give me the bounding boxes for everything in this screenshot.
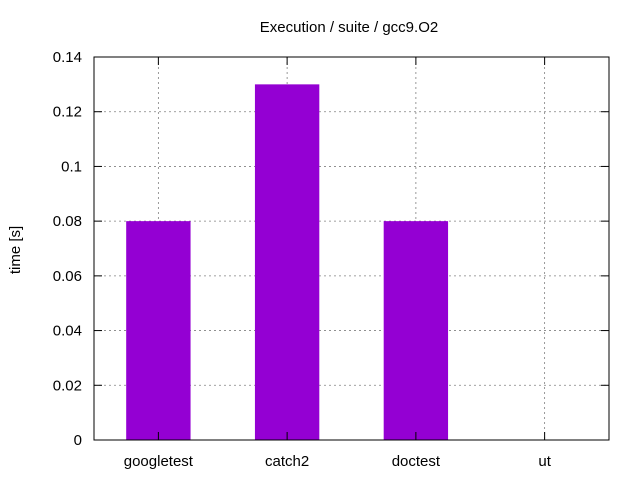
- x-tick-label: catch2: [265, 453, 309, 470]
- y-tick-label: 0.1: [61, 158, 82, 175]
- y-tick-label: 0.14: [53, 49, 82, 66]
- y-tick-label: 0.06: [53, 268, 82, 285]
- bar-googletest: [126, 221, 191, 440]
- y-axis-ticks: 0 0.02 0.04 0.06 0.08 0.1 0.12 0.14: [53, 49, 609, 449]
- y-tick-label: 0.08: [53, 213, 82, 230]
- y-tick-label: 0.02: [53, 377, 82, 394]
- y-tick-label: 0.12: [53, 104, 82, 121]
- x-axis-ticks: googletest catch2 doctest ut: [124, 57, 552, 470]
- bars: [126, 84, 449, 440]
- y-axis-label: time [s]: [7, 226, 24, 274]
- x-tick-label: ut: [538, 453, 551, 470]
- y-tick-label: 0.04: [53, 323, 82, 340]
- chart-title: Execution / suite / gcc9.O2: [260, 19, 438, 36]
- bar-catch2: [254, 84, 320, 440]
- bar-doctest: [383, 221, 449, 440]
- x-tick-label: googletest: [124, 453, 194, 470]
- y-tick-label: 0: [74, 432, 82, 449]
- x-tick-label: doctest: [392, 453, 441, 470]
- plot-frame: [93, 56, 610, 441]
